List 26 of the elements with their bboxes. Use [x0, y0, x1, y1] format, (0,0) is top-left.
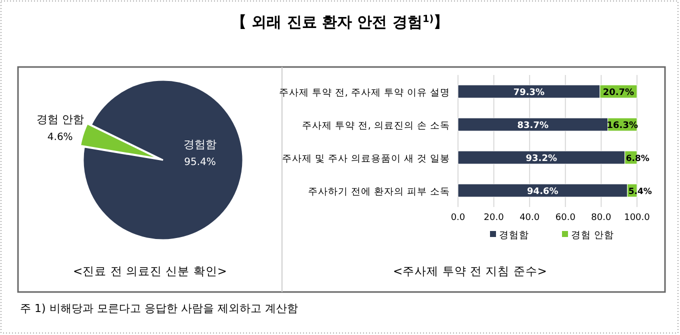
- x-tick-label: 40.0: [520, 213, 540, 223]
- data-label: 83.7%: [517, 121, 549, 131]
- y-tick-label: 주사제 투약 전, 의료진의 손 소독: [302, 120, 450, 132]
- y-tick-label: 주사제 및 주사 의료용품이 새 것 일봉: [282, 154, 450, 164]
- x-tick-label: 20.0: [484, 213, 504, 223]
- text: 【 외래 진료 환자 안전 경험$^{1)}$】: [231, 13, 449, 31]
- x-tick-label: 100.0: [624, 213, 650, 223]
- x-tick-label: 80.0: [591, 213, 612, 223]
- text: <진료 전 의료진 신분 확인>: [73, 264, 227, 278]
- data-label: 95.4%: [184, 157, 216, 168]
- data-label: 4.6%: [47, 132, 73, 144]
- legend-label: 경험 안함: [571, 230, 614, 241]
- data-label: 93.2%: [526, 154, 558, 164]
- y-tick-label: 주사제 투약 전, 주사제 투약 이유 설명: [278, 88, 450, 98]
- x-tick-label: 0.0: [450, 213, 466, 223]
- slice-label: 경험함: [184, 138, 216, 151]
- slice-label: 경험 안함: [36, 113, 84, 126]
- pie-slice: [82, 79, 244, 241]
- text: <주사제 투약 전 지침 준수>: [393, 264, 547, 278]
- data-label: 79.3%: [513, 88, 545, 98]
- text: 주 1) 비해당과 모른다고 응답한 사람을 제외하고 계산함: [20, 302, 298, 315]
- data-label: 20.7%: [602, 88, 634, 98]
- data-label: 94.6%: [527, 187, 558, 197]
- legend-label: 경험함: [499, 230, 529, 241]
- x-tick-label: 60.0: [555, 213, 576, 223]
- y-tick-label: 주사하기 전에 환자의 피부 소독: [308, 186, 450, 198]
